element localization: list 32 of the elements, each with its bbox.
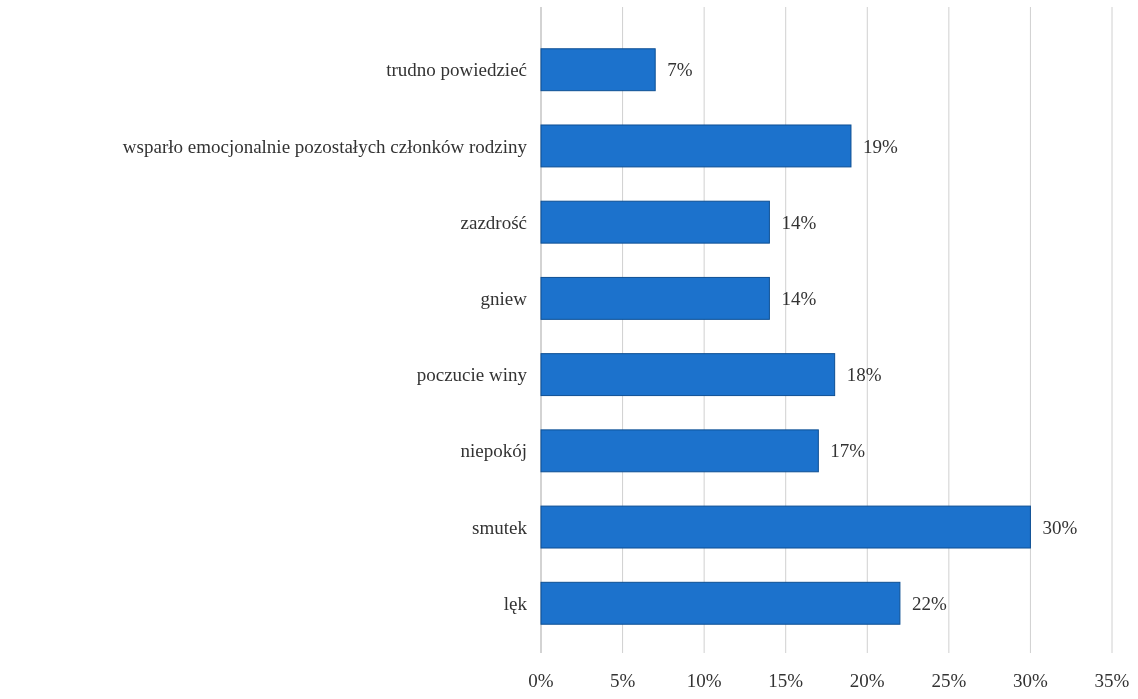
x-tick-label: 5%	[609, 670, 636, 691]
data-label: 19%	[862, 135, 898, 157]
y-tick-label: poczucie winy	[416, 364, 528, 386]
bar	[540, 276, 770, 320]
x-tick-label: 30%	[1013, 670, 1049, 691]
data-label: 14%	[781, 211, 817, 233]
y-tick-label: gniew	[480, 288, 528, 310]
x-tick-label: 10%	[686, 670, 722, 691]
data-label: 30%	[1042, 516, 1078, 538]
x-tick-label: 15%	[768, 670, 804, 691]
data-label: 22%	[911, 592, 947, 614]
x-tick-label: 25%	[931, 670, 967, 691]
x-tick-label: 35%	[1094, 670, 1130, 691]
bar	[540, 581, 901, 625]
bar	[540, 429, 819, 473]
x-tick-label: 20%	[849, 670, 885, 691]
data-label: 7%	[667, 59, 693, 81]
data-label: 17%	[830, 440, 866, 462]
bar	[540, 505, 1031, 549]
y-tick-label: wsparło emocjonalnie pozostałych członków rodziny	[122, 135, 528, 157]
y-tick-label: zazdrość	[460, 211, 527, 233]
bar	[540, 124, 852, 168]
bar	[540, 353, 836, 397]
bar	[540, 200, 770, 244]
y-tick-label: niepokój	[460, 440, 527, 462]
bar	[540, 48, 656, 92]
data-label: 14%	[781, 288, 817, 310]
x-tick-label: 0%	[528, 670, 554, 691]
y-tick-label: smutek	[472, 516, 528, 538]
y-tick-label: trudno powiedzieć	[386, 59, 527, 81]
y-tick-label: lęk	[503, 592, 528, 614]
data-label: 18%	[846, 364, 882, 386]
